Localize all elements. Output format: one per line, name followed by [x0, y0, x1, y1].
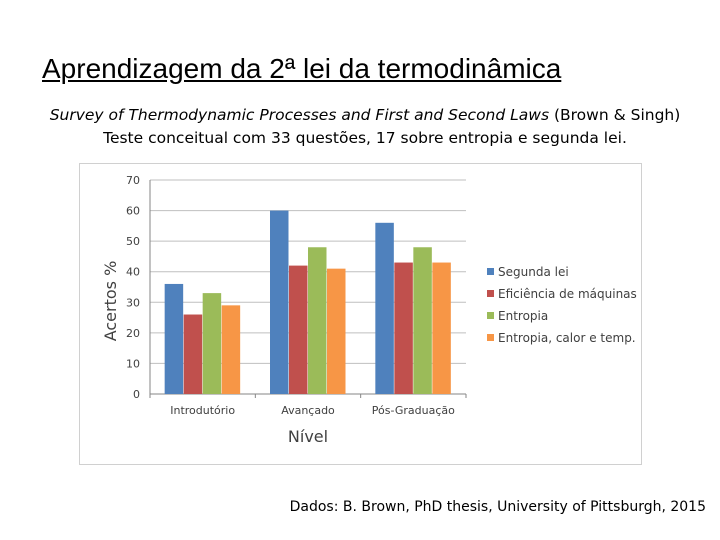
subtitle-line-2: Teste conceitual com 33 questões, 17 sob… [103, 129, 627, 147]
y-tick-label: 10 [126, 357, 140, 370]
source-citation: Dados: B. Brown, PhD thesis, University … [289, 499, 706, 515]
y-tick-label: 30 [126, 296, 140, 309]
bar [308, 247, 327, 394]
bar [432, 262, 451, 394]
x-tick-label: Pós-Graduação [372, 404, 455, 417]
y-tick-label: 50 [126, 235, 140, 248]
survey-title: Survey of Thermodynamic Processes and Fi… [49, 106, 550, 124]
y-tick-label: 0 [133, 388, 140, 401]
y-tick-label: 60 [126, 205, 140, 218]
subtitle: Survey of Thermodynamic Processes and Fi… [20, 104, 710, 150]
x-tick-label: Introdutório [170, 404, 235, 417]
survey-authors: (Brown & Singh) [553, 106, 681, 124]
y-tick-label: 40 [126, 266, 140, 279]
x-tick-label: Avançado [281, 404, 335, 417]
y-tick-label: 70 [126, 174, 140, 187]
bar-chart: 0 10 20 30 40 50 60 70 Introdutório Avançado Pós-G… [101, 174, 637, 446]
legend-swatch [487, 290, 494, 297]
bar [164, 283, 184, 394]
legend-swatch [487, 312, 494, 319]
legend-label: Eficiência de máquinas [498, 287, 637, 301]
bar [375, 222, 394, 394]
bar [413, 247, 432, 394]
subtitle-line-1: Survey of Thermodynamic Processes and Fi… [20, 104, 710, 127]
slide-title: Aprendizagem da 2ª lei da termodinâmica [42, 53, 562, 84]
bar [202, 293, 222, 394]
legend-swatch [487, 268, 494, 275]
x-axis-title: Nível [288, 427, 328, 446]
bar [270, 210, 289, 394]
bar [289, 265, 308, 394]
bar [183, 314, 203, 394]
legend-label: Entropia, calor e temp. [498, 331, 636, 345]
legend-label: Entropia [498, 309, 548, 323]
chart-frame: 0 10 20 30 40 50 60 70 Introdutório Avançado Pós-G… [79, 163, 642, 465]
bar [394, 262, 413, 394]
bar [221, 305, 241, 394]
bar [327, 268, 346, 394]
legend-label: Segunda lei [498, 265, 569, 279]
y-tick-label: 20 [126, 327, 140, 340]
legend-swatch [487, 334, 494, 341]
y-axis-title: Acertos % [101, 261, 120, 342]
